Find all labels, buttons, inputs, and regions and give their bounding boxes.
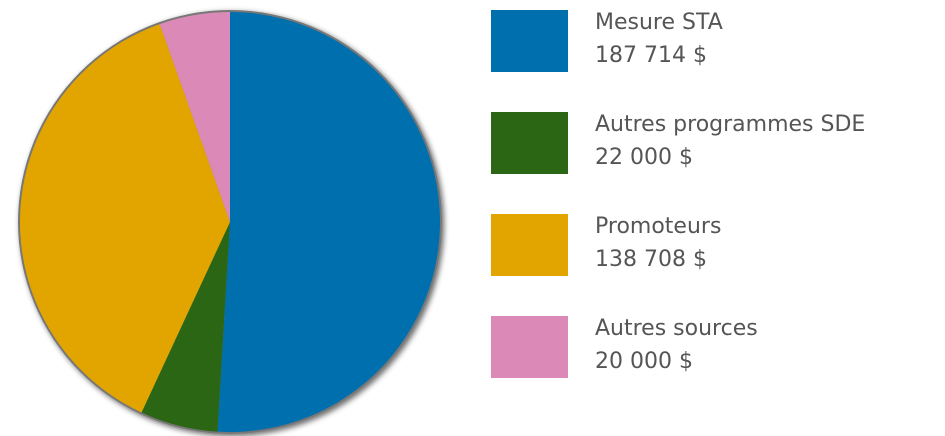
pie-slice: [19, 24, 230, 413]
legend-value: 138 708 $: [595, 247, 707, 272]
pie-slice: [159, 12, 230, 222]
legend-label: Autres sources: [595, 316, 758, 341]
legend-value: 187 714 $: [595, 43, 707, 68]
legend-swatch: [491, 214, 568, 276]
pie-slice: [141, 222, 230, 432]
legend-label: Autres programmes SDE: [595, 112, 865, 137]
legend-swatch: [491, 10, 568, 72]
legend-label: Mesure STA: [595, 10, 723, 35]
legend-value: 22 000 $: [595, 145, 693, 170]
legend-swatch: [491, 112, 568, 174]
legend-value: 20 000 $: [595, 349, 693, 374]
pie: [19, 12, 440, 433]
legend-swatch: [491, 316, 568, 378]
pie-slice: [217, 12, 440, 433]
legend-label: Promoteurs: [595, 214, 721, 239]
